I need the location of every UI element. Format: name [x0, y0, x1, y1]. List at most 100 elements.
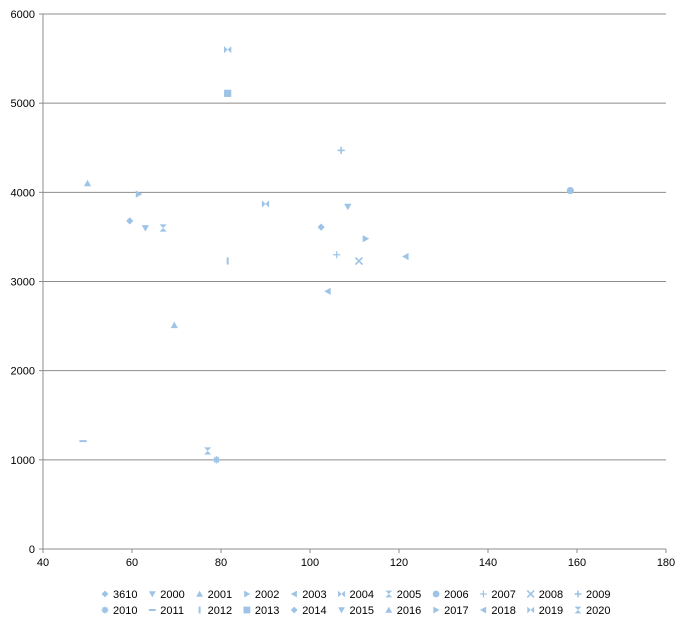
data-point-2020: [204, 447, 212, 455]
legend-marker: [574, 606, 582, 614]
legend-item: 2001: [196, 589, 232, 601]
legend-label: 2015: [350, 605, 374, 617]
legend-label: 2011: [160, 605, 184, 617]
tick-labels: 0 1000 2000 3000 4000 5000 6000 40 60 80 100 120 140…: [11, 9, 676, 569]
data-point-2013: [224, 89, 232, 97]
legend-item: 2008: [526, 589, 563, 601]
legend: 3610 2000 2001 2002 2003 2004 2005 2006 2007 2008…: [101, 589, 610, 617]
legend-label: 3610: [113, 589, 137, 601]
legend-label: 2005: [397, 589, 421, 601]
x-tick-label: 160: [568, 557, 586, 569]
legend-label: 2008: [539, 589, 563, 601]
legend-item: 2003: [290, 589, 327, 601]
x-tick-label: 120: [390, 557, 408, 569]
legend-label: 2002: [255, 589, 279, 601]
legend-item: 2007: [480, 589, 516, 601]
legend-label: 2016: [397, 605, 421, 617]
legend-marker: [290, 606, 298, 614]
data-point-2002: [135, 190, 143, 198]
legend-item: 2015: [338, 605, 374, 617]
legend-item: 2010: [101, 605, 137, 617]
data-point-2010: [212, 456, 221, 464]
legend-item: 2020: [574, 605, 610, 617]
x-tick-label: 80: [215, 557, 227, 569]
legend-item: 3610: [101, 589, 137, 601]
y-tick-label: 5000: [11, 98, 35, 110]
legend-label: 2014: [302, 605, 326, 617]
x-tick-label: 140: [479, 557, 497, 569]
data-point-2004: [224, 46, 232, 54]
legend-label: 2007: [491, 589, 515, 601]
legend-label: 2000: [160, 589, 184, 601]
legend-marker: [527, 606, 535, 614]
legend-item: 2002: [244, 589, 279, 601]
legend-label: 2006: [444, 589, 468, 601]
legend-item: 2019: [527, 605, 563, 617]
data-point-2017: [362, 235, 370, 243]
y-tick-label: 1000: [11, 455, 35, 467]
axes: [39, 13, 667, 553]
data-point-2014: [317, 223, 325, 231]
grid-lines: [43, 13, 666, 461]
data-point-3610: [126, 217, 134, 225]
legend-marker: [148, 591, 156, 598]
legend-marker: [338, 590, 345, 598]
legend-item: 2011: [148, 605, 184, 617]
legend-item: 2018: [480, 605, 516, 617]
legend-item: 2005: [385, 589, 421, 601]
x-tick-label: 180: [657, 557, 675, 569]
legend-item: 2000: [148, 589, 185, 601]
data-point-2006: [566, 186, 574, 195]
legend-marker: [480, 590, 487, 598]
data-point-2015: [344, 203, 352, 211]
legend-marker: [480, 606, 487, 614]
legend-item: 2012: [198, 605, 232, 617]
legend-marker: [101, 590, 109, 598]
data-point-2007: [333, 251, 341, 259]
x-tick-label: 40: [37, 557, 49, 569]
data-point-2009: [337, 146, 345, 155]
x-tick-label: 60: [126, 557, 138, 569]
y-tick-label: 2000: [11, 366, 35, 378]
x-tick-label: 100: [301, 557, 319, 569]
legend-label: 2017: [444, 605, 468, 617]
legend-marker: [385, 590, 393, 598]
legend-marker: [526, 590, 535, 598]
data-point-2000: [141, 225, 149, 232]
data-point-2018: [402, 252, 409, 261]
data-point-2008: [354, 256, 364, 266]
data-point-2005: [159, 224, 167, 232]
y-tick-label: 0: [29, 544, 35, 556]
legend-marker: [101, 606, 109, 614]
legend-marker: [244, 590, 251, 598]
legend-label: 2001: [208, 589, 232, 601]
legend-marker: [196, 590, 203, 597]
y-tick-label: 3000: [11, 277, 35, 289]
y-tick-label: 6000: [11, 9, 35, 21]
legend-label: 2013: [255, 605, 279, 617]
legend-marker: [574, 590, 582, 598]
data-point-2016: [83, 179, 92, 187]
legend-marker: [432, 590, 440, 598]
legend-item: 2017: [433, 605, 469, 617]
data-point-2019: [261, 200, 270, 208]
legend-label: 2003: [302, 589, 326, 601]
legend-marker: [290, 590, 297, 598]
legend-label: 2009: [586, 589, 610, 601]
legend-marker: [338, 607, 345, 614]
legend-item: 2006: [432, 589, 469, 601]
legend-label: 2020: [586, 605, 610, 617]
legend-label: 2012: [208, 605, 232, 617]
legend-label: 2010: [113, 605, 137, 617]
legend-item: 2016: [385, 605, 421, 617]
legend-label: 2004: [350, 589, 374, 601]
legend-marker: [433, 606, 440, 614]
legend-marker: [385, 606, 393, 613]
data-points: [79, 46, 574, 464]
legend-label: 2019: [539, 605, 563, 617]
data-point-2001: [170, 321, 178, 329]
legend-marker: [243, 606, 251, 614]
legend-item: 2009: [574, 589, 610, 601]
legend-label: 2018: [491, 605, 515, 617]
